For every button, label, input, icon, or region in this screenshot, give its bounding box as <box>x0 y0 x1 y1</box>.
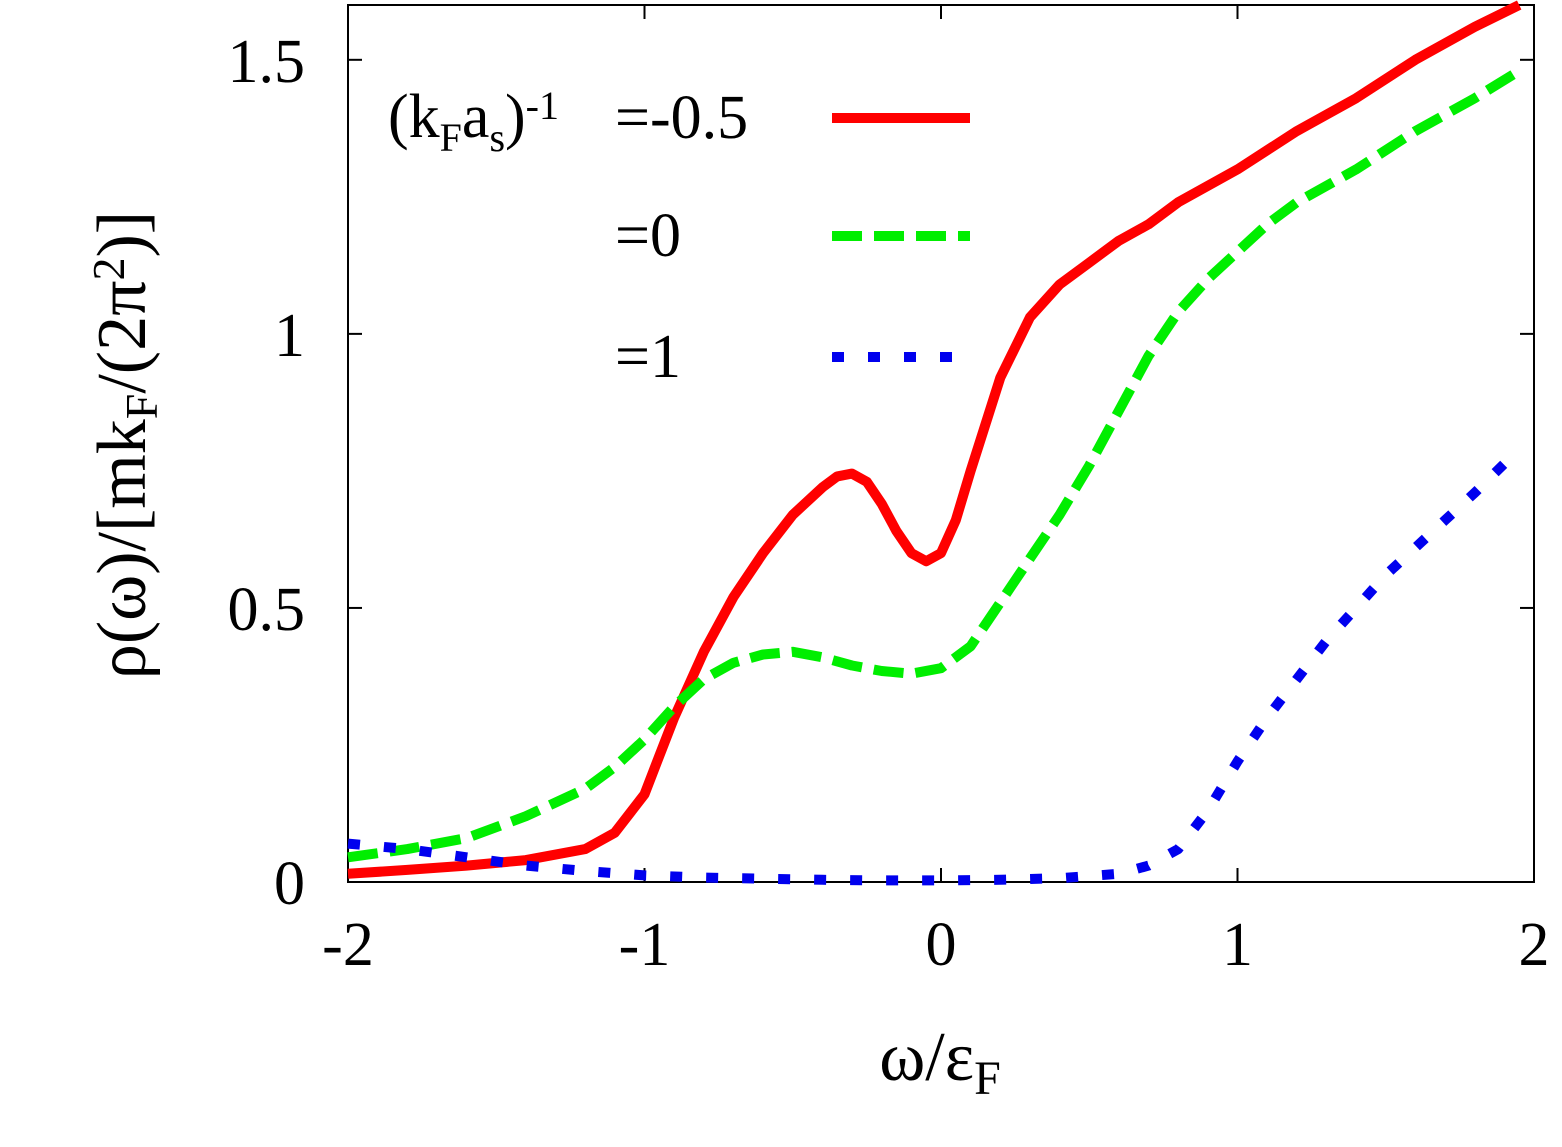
axis-ticks <box>347 5 1535 883</box>
legend-title-sup: -1 <box>526 83 559 128</box>
legend: (kFas)-1 =-0.5 =0 =1 <box>388 83 970 391</box>
y-axis-title-part3: )] <box>84 211 161 258</box>
y-axis-title: ρ(ω)/[mkF/(2π2)] <box>83 211 166 679</box>
x-axis-title-sub: F <box>974 1052 1001 1105</box>
y-axis-title-sub: F <box>116 394 167 420</box>
x-tick-label-3: 1 <box>1222 911 1253 979</box>
y-axis-title-part1: ρ(ω)/[mk <box>84 419 161 679</box>
legend-title-part2: a <box>462 83 490 151</box>
y-tick-label-1: 0.5 <box>228 576 306 644</box>
legend-entries: =-0.5 =0 =1 <box>615 84 970 391</box>
legend-title-sub2: s <box>489 115 505 160</box>
axis-tick-labels: -2 -1 0 1 2 0 0.5 1 1.5 <box>228 28 1550 979</box>
x-tick-label-1: -1 <box>619 911 671 979</box>
legend-title-part1: (k <box>388 83 440 151</box>
legend-label-0: =-0.5 <box>615 84 748 152</box>
y-axis-title-sup: 2 <box>83 258 134 281</box>
x-tick-label-0: -2 <box>322 911 374 979</box>
x-axis-title: ω/εF <box>879 1019 1001 1105</box>
x-tick-label-2: 0 <box>926 911 957 979</box>
series-line-1 <box>347 66 1522 863</box>
plot-frame <box>347 4 1535 883</box>
x-axis-title-main: ω/ε <box>879 1019 974 1096</box>
legend-title: (kFas)-1 <box>388 83 559 160</box>
x-tick-label-4: 2 <box>1519 911 1550 979</box>
legend-title-part3: ) <box>505 83 526 151</box>
y-axis-title-part2: /(2π <box>84 281 161 394</box>
series-lines <box>347 0 1523 886</box>
y-tick-label-2: 1 <box>274 302 305 370</box>
legend-title-sub1: F <box>440 115 462 160</box>
y-tick-label-0: 0 <box>274 850 305 918</box>
legend-label-1: =0 <box>615 202 681 270</box>
series-line-0 <box>347 0 1522 879</box>
y-tick-label-3: 1.5 <box>228 28 306 96</box>
legend-label-2: =1 <box>615 323 681 391</box>
series-line-2 <box>347 445 1523 886</box>
